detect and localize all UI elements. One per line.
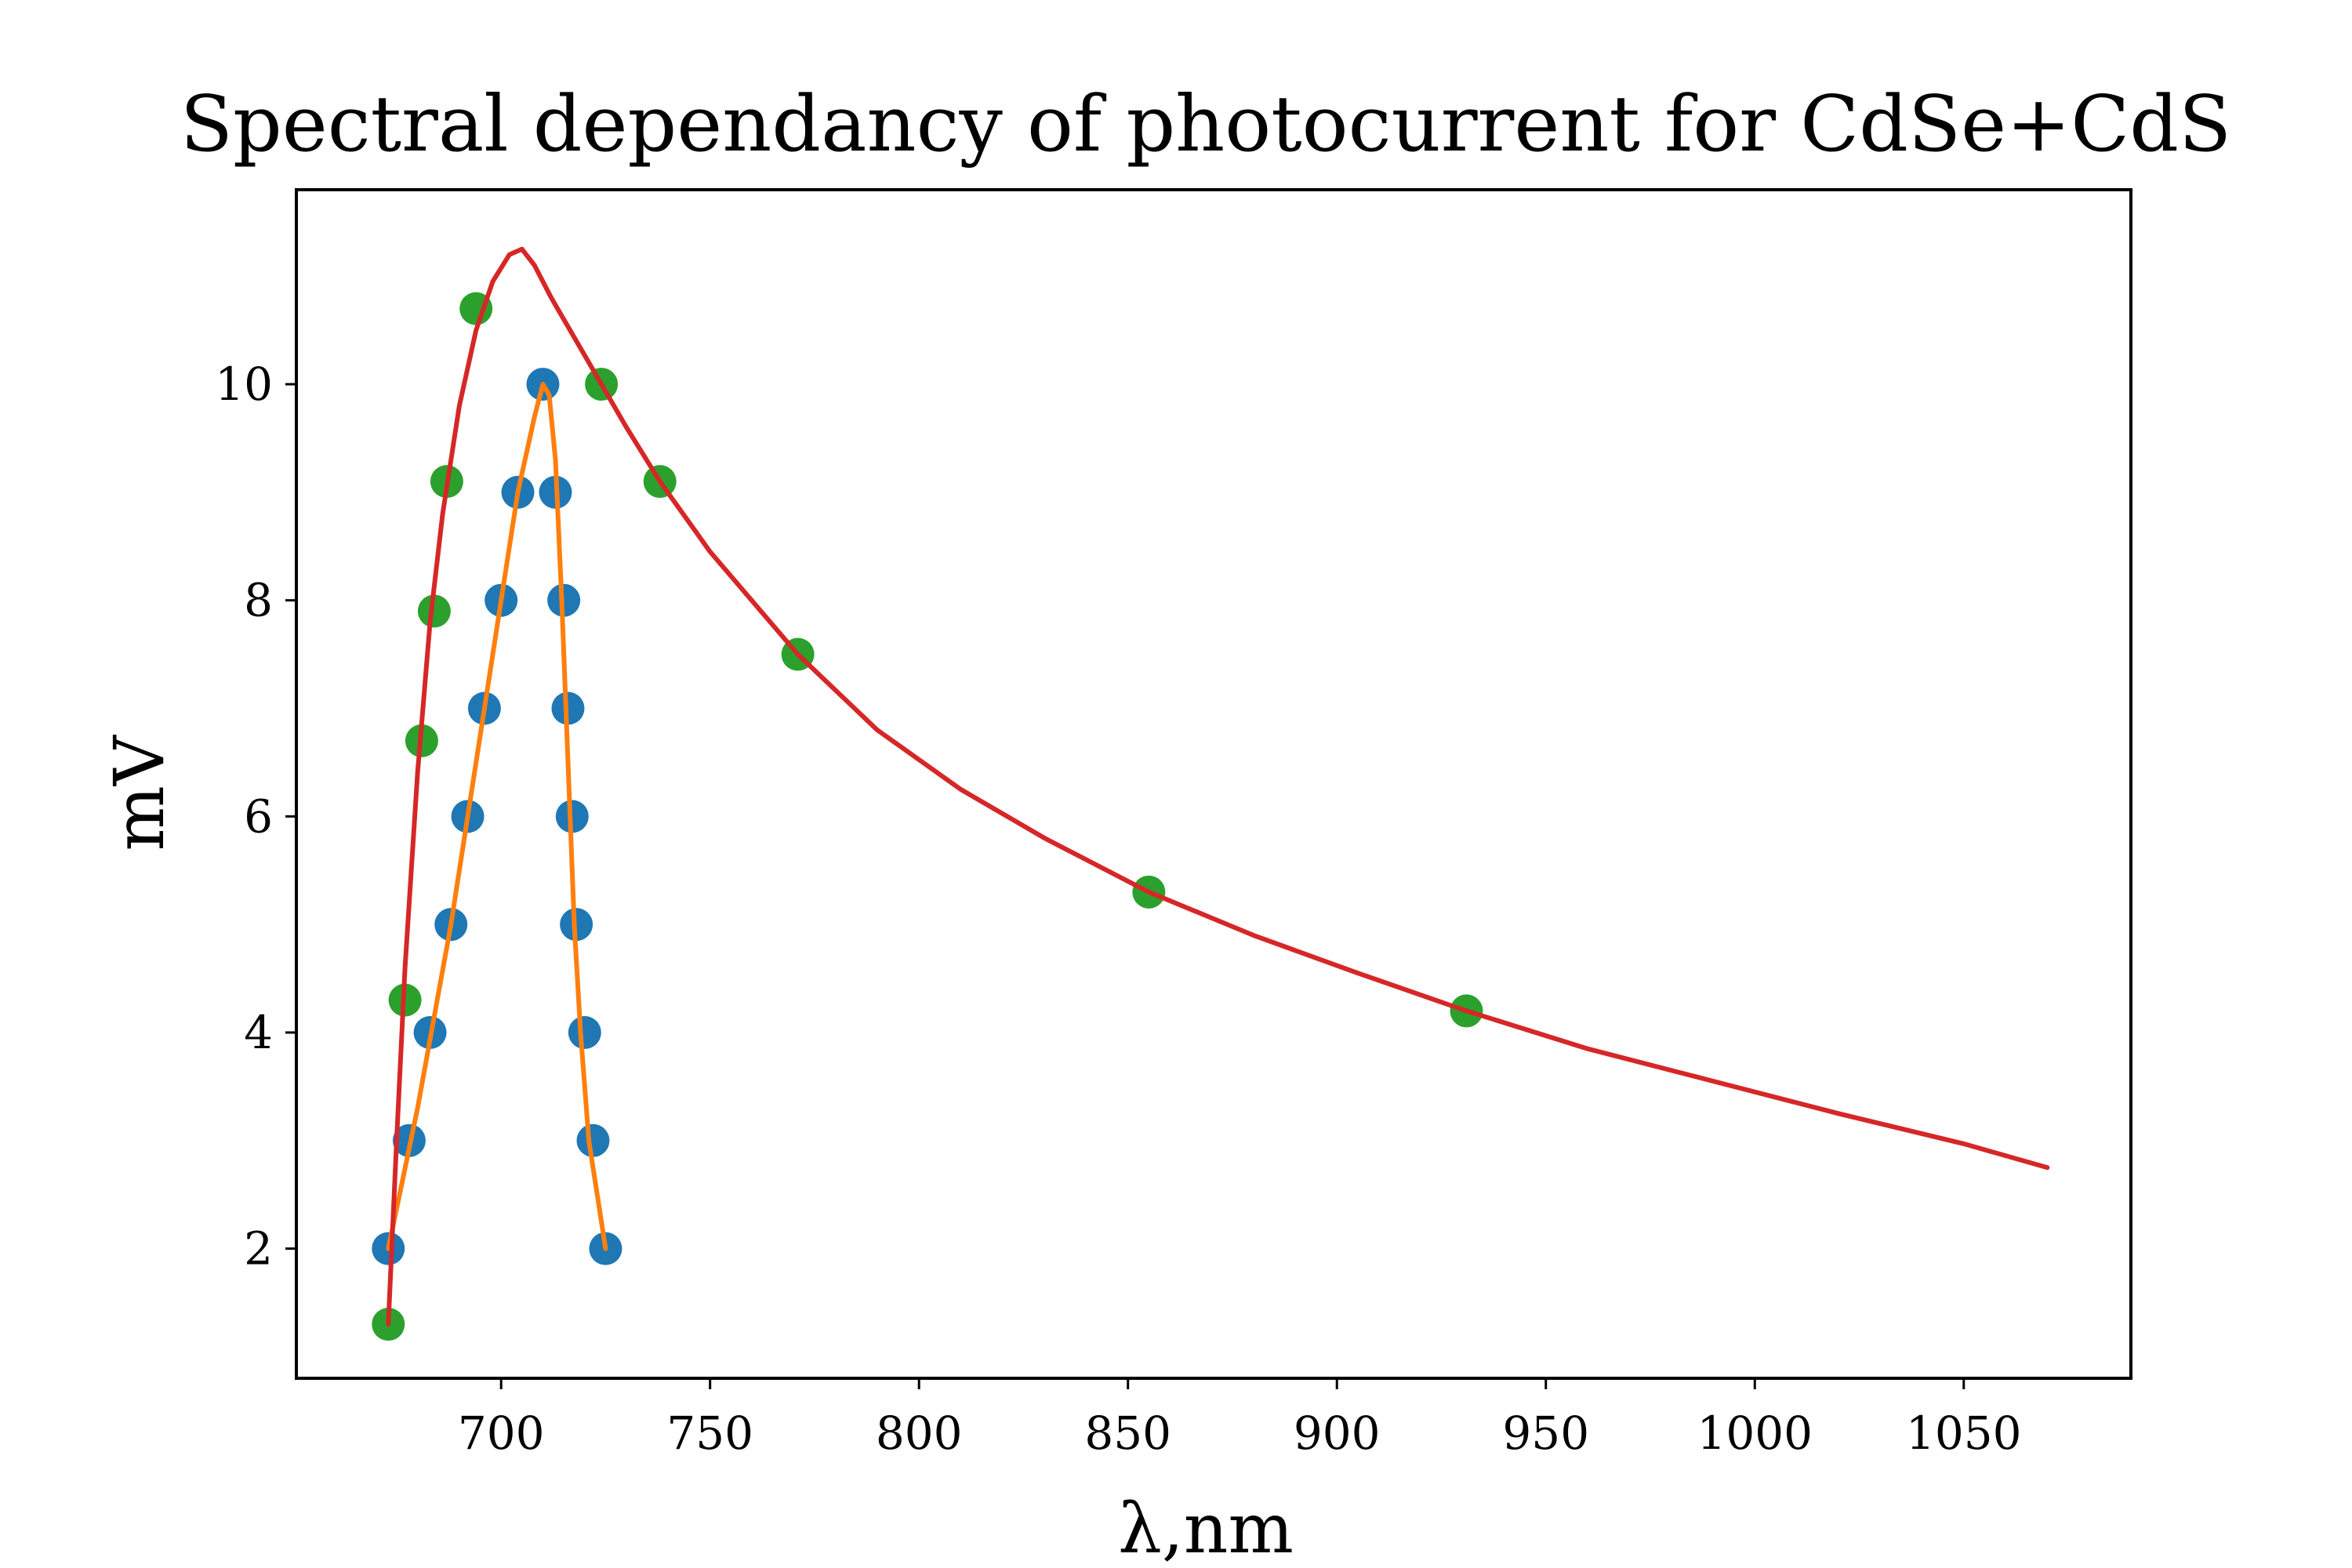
- data-point-series-0: [576, 1123, 610, 1157]
- plot-frame: [295, 188, 2132, 1380]
- x-tick-label: 850: [1084, 1406, 1171, 1460]
- series-line-1: [386, 382, 608, 1251]
- series-line-3: [386, 246, 2050, 1327]
- y-tick-label: 10: [215, 358, 273, 411]
- x-tick-label: 700: [458, 1406, 545, 1460]
- y-tick-label: 8: [244, 574, 273, 627]
- plot-area: 700 750 800 850 900 950 1000 1050 2 4 6 8 10: [215, 188, 2132, 1460]
- data-point-series-2: [417, 594, 451, 628]
- y-tick-label: 6: [244, 789, 273, 843]
- x-tick-label: 750: [666, 1406, 753, 1460]
- x-tick-label: 950: [1502, 1406, 1589, 1460]
- x-tick-label: 800: [876, 1406, 963, 1460]
- x-tick-label: 900: [1294, 1406, 1381, 1460]
- data-point-series-0: [568, 1015, 601, 1049]
- y-tick-label: 2: [244, 1222, 273, 1276]
- chart-title: Spectral dependancy of photocurrent for …: [180, 80, 2231, 169]
- y-tick-label: 4: [244, 1006, 273, 1059]
- x-tick-label: 1050: [1906, 1406, 2022, 1460]
- x-axis-label: λ,nm: [1118, 1488, 1294, 1568]
- y-axis-label: mV: [99, 735, 180, 851]
- x-tick-label: 1000: [1697, 1406, 1813, 1460]
